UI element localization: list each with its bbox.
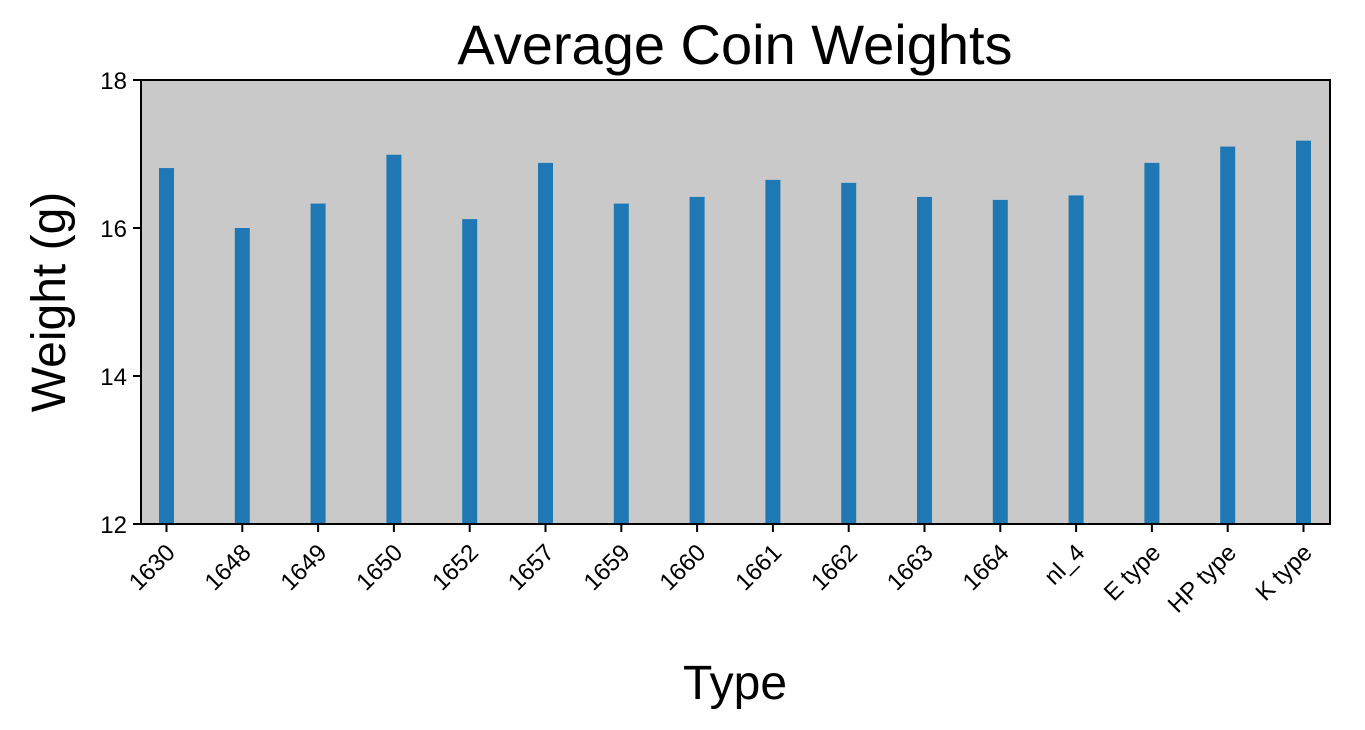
bar-1662: [841, 182, 857, 525]
x-tick-label: 1657: [503, 539, 560, 596]
bar-k-type: [1296, 140, 1311, 524]
bar-1663: [917, 196, 932, 525]
y-axis: 12 14 16 18: [100, 68, 141, 539]
plot-area-background: [141, 80, 1330, 524]
x-tick-label: 1662: [806, 539, 863, 596]
x-tick-label: 1648: [200, 539, 257, 596]
bars-group: [159, 140, 1311, 525]
x-tick-label: 1659: [579, 539, 636, 596]
plot-area-frame: [140, 79, 1331, 525]
x-axis-label: Type: [683, 657, 787, 710]
x-tick-label: 1661: [730, 539, 787, 596]
bar-1649: [310, 203, 326, 524]
x-tick-label: nl_4: [1039, 539, 1090, 590]
x-tick-label: 1630: [124, 539, 181, 596]
bar-1630: [159, 168, 174, 524]
chart-title: Average Coin Weights: [457, 13, 1012, 76]
x-tick-label: 1663: [882, 539, 939, 596]
bar-1650: [386, 154, 402, 525]
x-tick-label: 1650: [351, 539, 408, 596]
bar-1660: [689, 196, 705, 525]
bar-1664: [992, 199, 1008, 524]
y-tick-label: 18: [100, 68, 127, 95]
y-axis-label: Weight (g): [23, 192, 76, 413]
bar-1648: [234, 228, 250, 524]
x-tick-label: 1664: [958, 539, 1015, 596]
bar-nl_4: [1068, 195, 1084, 524]
bar-1661: [765, 179, 781, 524]
bar-1652: [462, 219, 478, 524]
x-axis: 1630 1648 1649 1650 1652 1657 1659 1660 1661 1662…: [124, 524, 1318, 618]
y-tick-label: 14: [100, 364, 127, 391]
bar-1659: [613, 203, 629, 524]
x-tick-label: 1652: [427, 539, 484, 596]
y-tick-label: 16: [100, 216, 127, 243]
y-tick-label: 12: [100, 512, 127, 539]
x-tick-label: K type: [1251, 539, 1318, 606]
x-tick-label: HP type: [1163, 539, 1242, 618]
x-tick-label: 1660: [654, 539, 711, 596]
bar-hp-type: [1220, 146, 1236, 524]
bar-e-type: [1144, 162, 1160, 524]
bar-1657: [538, 162, 553, 524]
x-tick-label: E type: [1099, 539, 1166, 606]
x-tick-label: 1649: [275, 539, 332, 596]
